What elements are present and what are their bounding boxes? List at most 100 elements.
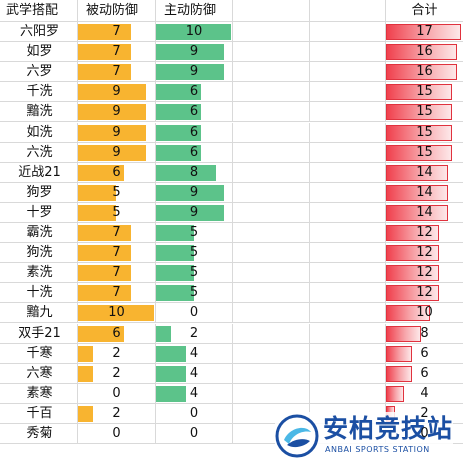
row-name-cell[interactable]: 素寒: [0, 383, 78, 404]
empty-cell[interactable]: [233, 303, 310, 324]
empty-cell[interactable]: [310, 323, 386, 344]
active-cell[interactable]: 4: [156, 383, 233, 404]
row-name-cell[interactable]: 六寒: [0, 363, 78, 384]
empty-cell[interactable]: [310, 383, 386, 404]
passive-cell[interactable]: 9: [78, 122, 156, 143]
empty-cell[interactable]: [310, 122, 386, 143]
passive-cell[interactable]: 0: [78, 383, 156, 404]
active-cell[interactable]: 4: [156, 363, 233, 384]
total-cell[interactable]: 14: [386, 183, 463, 203]
empty-cell[interactable]: [310, 283, 386, 304]
empty-cell[interactable]: [310, 182, 386, 203]
passive-cell[interactable]: 9: [78, 142, 156, 163]
row-name-cell[interactable]: 千寒: [0, 343, 78, 364]
total-cell[interactable]: 12: [386, 283, 463, 304]
empty-cell[interactable]: [233, 243, 310, 264]
total-cell[interactable]: 8: [386, 324, 463, 344]
empty-cell[interactable]: [310, 142, 386, 163]
passive-cell[interactable]: 2: [78, 343, 156, 364]
total-cell[interactable]: 4: [386, 384, 463, 404]
active-cell[interactable]: 6: [156, 142, 233, 163]
empty-cell[interactable]: [310, 243, 386, 264]
empty-cell[interactable]: [233, 323, 310, 344]
empty-cell[interactable]: [310, 82, 386, 103]
total-cell[interactable]: 15: [386, 102, 463, 123]
passive-cell[interactable]: 6: [78, 162, 156, 183]
total-cell[interactable]: 12: [386, 243, 463, 264]
row-name-cell[interactable]: 素洗: [0, 263, 78, 284]
header-total[interactable]: 合计: [386, 0, 463, 22]
active-cell[interactable]: 5: [156, 263, 233, 284]
row-name-cell[interactable]: 狗罗: [0, 182, 78, 203]
row-name-cell[interactable]: 狗洗: [0, 243, 78, 264]
empty-cell[interactable]: [233, 182, 310, 203]
active-cell[interactable]: 2: [156, 323, 233, 344]
passive-cell[interactable]: 10: [78, 303, 156, 324]
empty-cell[interactable]: [233, 343, 310, 364]
passive-cell[interactable]: 7: [78, 62, 156, 83]
row-name-cell[interactable]: 如洗: [0, 122, 78, 143]
row-name-cell[interactable]: 秀菊: [0, 424, 78, 445]
active-cell[interactable]: 10: [156, 22, 233, 43]
empty-cell[interactable]: [310, 223, 386, 244]
header-empty-cell[interactable]: [233, 0, 310, 22]
header-active[interactable]: 主动防御: [156, 0, 233, 22]
total-cell[interactable]: 16: [386, 62, 463, 83]
total-cell[interactable]: 12: [386, 223, 463, 244]
empty-cell[interactable]: [310, 363, 386, 384]
active-cell[interactable]: 5: [156, 223, 233, 244]
active-cell[interactable]: 6: [156, 102, 233, 123]
passive-cell[interactable]: 2: [78, 403, 156, 424]
empty-cell[interactable]: [233, 102, 310, 123]
row-name-cell[interactable]: 十罗: [0, 202, 78, 223]
passive-cell[interactable]: 9: [78, 82, 156, 103]
row-name-cell[interactable]: 六洗: [0, 142, 78, 163]
active-cell[interactable]: 6: [156, 122, 233, 143]
passive-cell[interactable]: 7: [78, 263, 156, 284]
header-passive[interactable]: 被动防御: [78, 0, 156, 22]
total-cell[interactable]: 14: [386, 203, 463, 223]
active-cell[interactable]: 0: [156, 424, 233, 445]
empty-cell[interactable]: [233, 283, 310, 304]
active-cell[interactable]: 5: [156, 283, 233, 304]
row-name-cell[interactable]: 如罗: [0, 42, 78, 63]
total-cell[interactable]: 6: [386, 344, 463, 364]
empty-cell[interactable]: [310, 102, 386, 123]
passive-cell[interactable]: 6: [78, 323, 156, 344]
empty-cell[interactable]: [233, 142, 310, 163]
empty-cell[interactable]: [233, 62, 310, 83]
total-cell[interactable]: 15: [386, 123, 463, 143]
empty-cell[interactable]: [310, 303, 386, 324]
total-cell[interactable]: 15: [386, 82, 463, 103]
active-cell[interactable]: 8: [156, 162, 233, 183]
total-cell[interactable]: 16: [386, 42, 463, 63]
row-name-cell[interactable]: 霸洗: [0, 223, 78, 244]
passive-cell[interactable]: 7: [78, 283, 156, 304]
total-cell[interactable]: 10: [386, 303, 463, 324]
active-cell[interactable]: 0: [156, 403, 233, 424]
empty-cell[interactable]: [310, 202, 386, 223]
empty-cell[interactable]: [233, 162, 310, 183]
empty-cell[interactable]: [310, 162, 386, 183]
total-cell[interactable]: 17: [386, 22, 463, 43]
header-name[interactable]: 武学搭配: [0, 0, 78, 22]
empty-cell[interactable]: [233, 122, 310, 143]
active-cell[interactable]: 9: [156, 42, 233, 63]
empty-cell[interactable]: [233, 363, 310, 384]
passive-cell[interactable]: 7: [78, 42, 156, 63]
passive-cell[interactable]: 2: [78, 363, 156, 384]
empty-cell[interactable]: [233, 202, 310, 223]
total-cell[interactable]: 15: [386, 143, 463, 163]
empty-cell[interactable]: [233, 263, 310, 284]
passive-cell[interactable]: 5: [78, 202, 156, 223]
total-cell[interactable]: 6: [386, 364, 463, 384]
row-name-cell[interactable]: 六阳罗: [0, 22, 78, 43]
total-cell[interactable]: 0: [386, 424, 463, 445]
empty-cell[interactable]: [233, 383, 310, 404]
row-name-cell[interactable]: 近战21: [0, 162, 78, 183]
empty-cell[interactable]: [310, 263, 386, 284]
row-name-cell[interactable]: 黯九: [0, 303, 78, 324]
row-name-cell[interactable]: 千洗: [0, 82, 78, 103]
passive-cell[interactable]: 7: [78, 22, 156, 43]
active-cell[interactable]: 4: [156, 343, 233, 364]
